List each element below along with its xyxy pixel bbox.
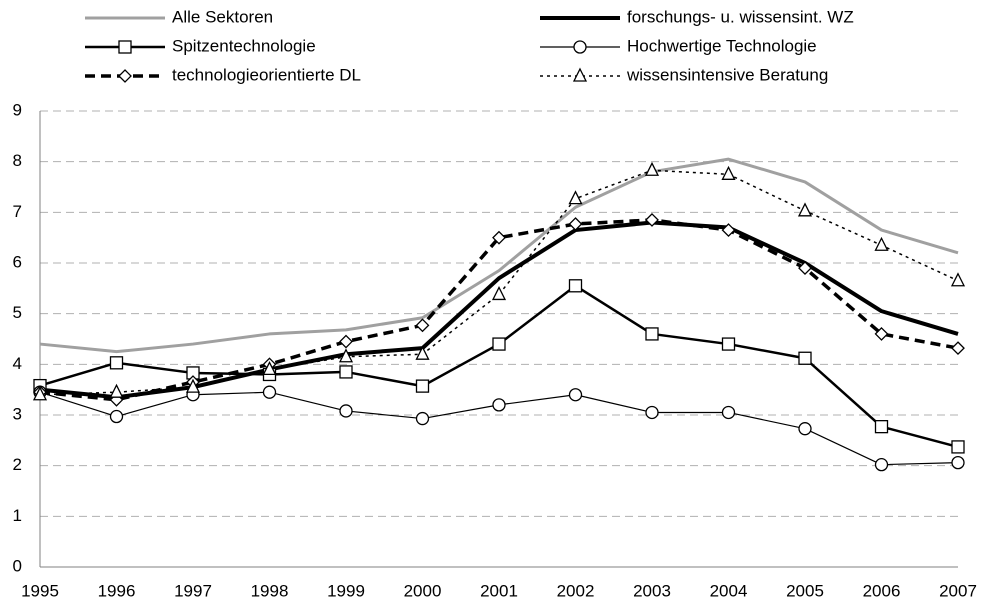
point bbox=[109, 409, 124, 424]
point bbox=[415, 379, 430, 393]
point bbox=[645, 213, 659, 227]
x-tick-label: 2002 bbox=[557, 581, 595, 600]
y-tick-label: 0 bbox=[13, 556, 22, 575]
point bbox=[798, 261, 812, 275]
series-line bbox=[39, 284, 959, 449]
point bbox=[109, 356, 124, 370]
point bbox=[491, 285, 507, 301]
x-tick-label: 2000 bbox=[404, 581, 442, 600]
point bbox=[568, 279, 583, 293]
point bbox=[645, 405, 659, 420]
point bbox=[415, 318, 430, 333]
legend-marker bbox=[118, 69, 132, 83]
point bbox=[338, 348, 354, 363]
y-tick-label: 8 bbox=[13, 151, 22, 170]
point bbox=[951, 455, 965, 470]
point bbox=[415, 411, 430, 426]
legend-marker bbox=[572, 67, 588, 82]
y-tick-label: 4 bbox=[13, 354, 22, 373]
x-tick-label: 1999 bbox=[327, 581, 365, 600]
point bbox=[262, 385, 277, 399]
x-tick-label: 1995 bbox=[21, 581, 59, 600]
legend-marker bbox=[118, 40, 132, 54]
legend-label: Hochwertige Technologie bbox=[627, 36, 817, 55]
point bbox=[339, 365, 353, 379]
legend-label: forschungs- u. wissensint. WZ bbox=[627, 7, 854, 26]
x-tick-label: 1997 bbox=[174, 581, 212, 600]
x-tick-label: 2005 bbox=[786, 581, 824, 600]
y-tick-label: 1 bbox=[13, 506, 22, 525]
series-line bbox=[39, 169, 959, 396]
legend-marker bbox=[573, 40, 587, 54]
point bbox=[109, 383, 124, 398]
x-tick-label: 2003 bbox=[633, 581, 671, 600]
point bbox=[721, 223, 736, 237]
point bbox=[721, 165, 736, 180]
y-tick-label: 9 bbox=[13, 100, 22, 119]
point bbox=[339, 404, 353, 418]
point bbox=[798, 351, 812, 365]
point bbox=[951, 341, 965, 356]
point bbox=[568, 388, 583, 402]
x-tick-label: 2004 bbox=[710, 581, 748, 600]
x-tick-label: 1998 bbox=[251, 581, 289, 600]
point bbox=[262, 360, 277, 376]
y-tick-label: 5 bbox=[13, 303, 22, 322]
y-tick-label: 6 bbox=[13, 252, 22, 271]
point bbox=[415, 345, 430, 360]
point bbox=[568, 217, 583, 231]
legend-label: wissensintensive Beratung bbox=[626, 65, 828, 84]
point bbox=[492, 230, 506, 245]
point bbox=[185, 378, 201, 393]
point bbox=[492, 337, 506, 351]
y-tick-label: 2 bbox=[13, 455, 22, 474]
point bbox=[798, 422, 812, 436]
point bbox=[32, 386, 48, 401]
point bbox=[874, 420, 889, 434]
legend-label: Alle Sektoren bbox=[172, 7, 273, 26]
point bbox=[644, 161, 660, 176]
series-line bbox=[39, 157, 959, 354]
legend-label: Spitzentechnologie bbox=[172, 36, 316, 55]
x-tick-label: 2007 bbox=[939, 581, 977, 600]
point bbox=[797, 202, 813, 217]
point bbox=[874, 327, 889, 341]
x-tick-label: 2006 bbox=[863, 581, 901, 600]
point bbox=[645, 327, 659, 341]
point bbox=[874, 458, 889, 472]
point bbox=[951, 440, 965, 454]
y-tick-label: 3 bbox=[13, 404, 22, 423]
x-tick-label: 1996 bbox=[98, 581, 136, 600]
point bbox=[492, 398, 506, 412]
point bbox=[950, 272, 966, 287]
point bbox=[568, 190, 583, 205]
x-tick-label: 2001 bbox=[480, 581, 518, 600]
point bbox=[339, 334, 353, 349]
point bbox=[721, 405, 736, 420]
point bbox=[721, 337, 736, 351]
point bbox=[874, 236, 889, 251]
legend-label: technologieorientierte DL bbox=[172, 65, 361, 84]
y-tick-label: 7 bbox=[13, 202, 22, 221]
